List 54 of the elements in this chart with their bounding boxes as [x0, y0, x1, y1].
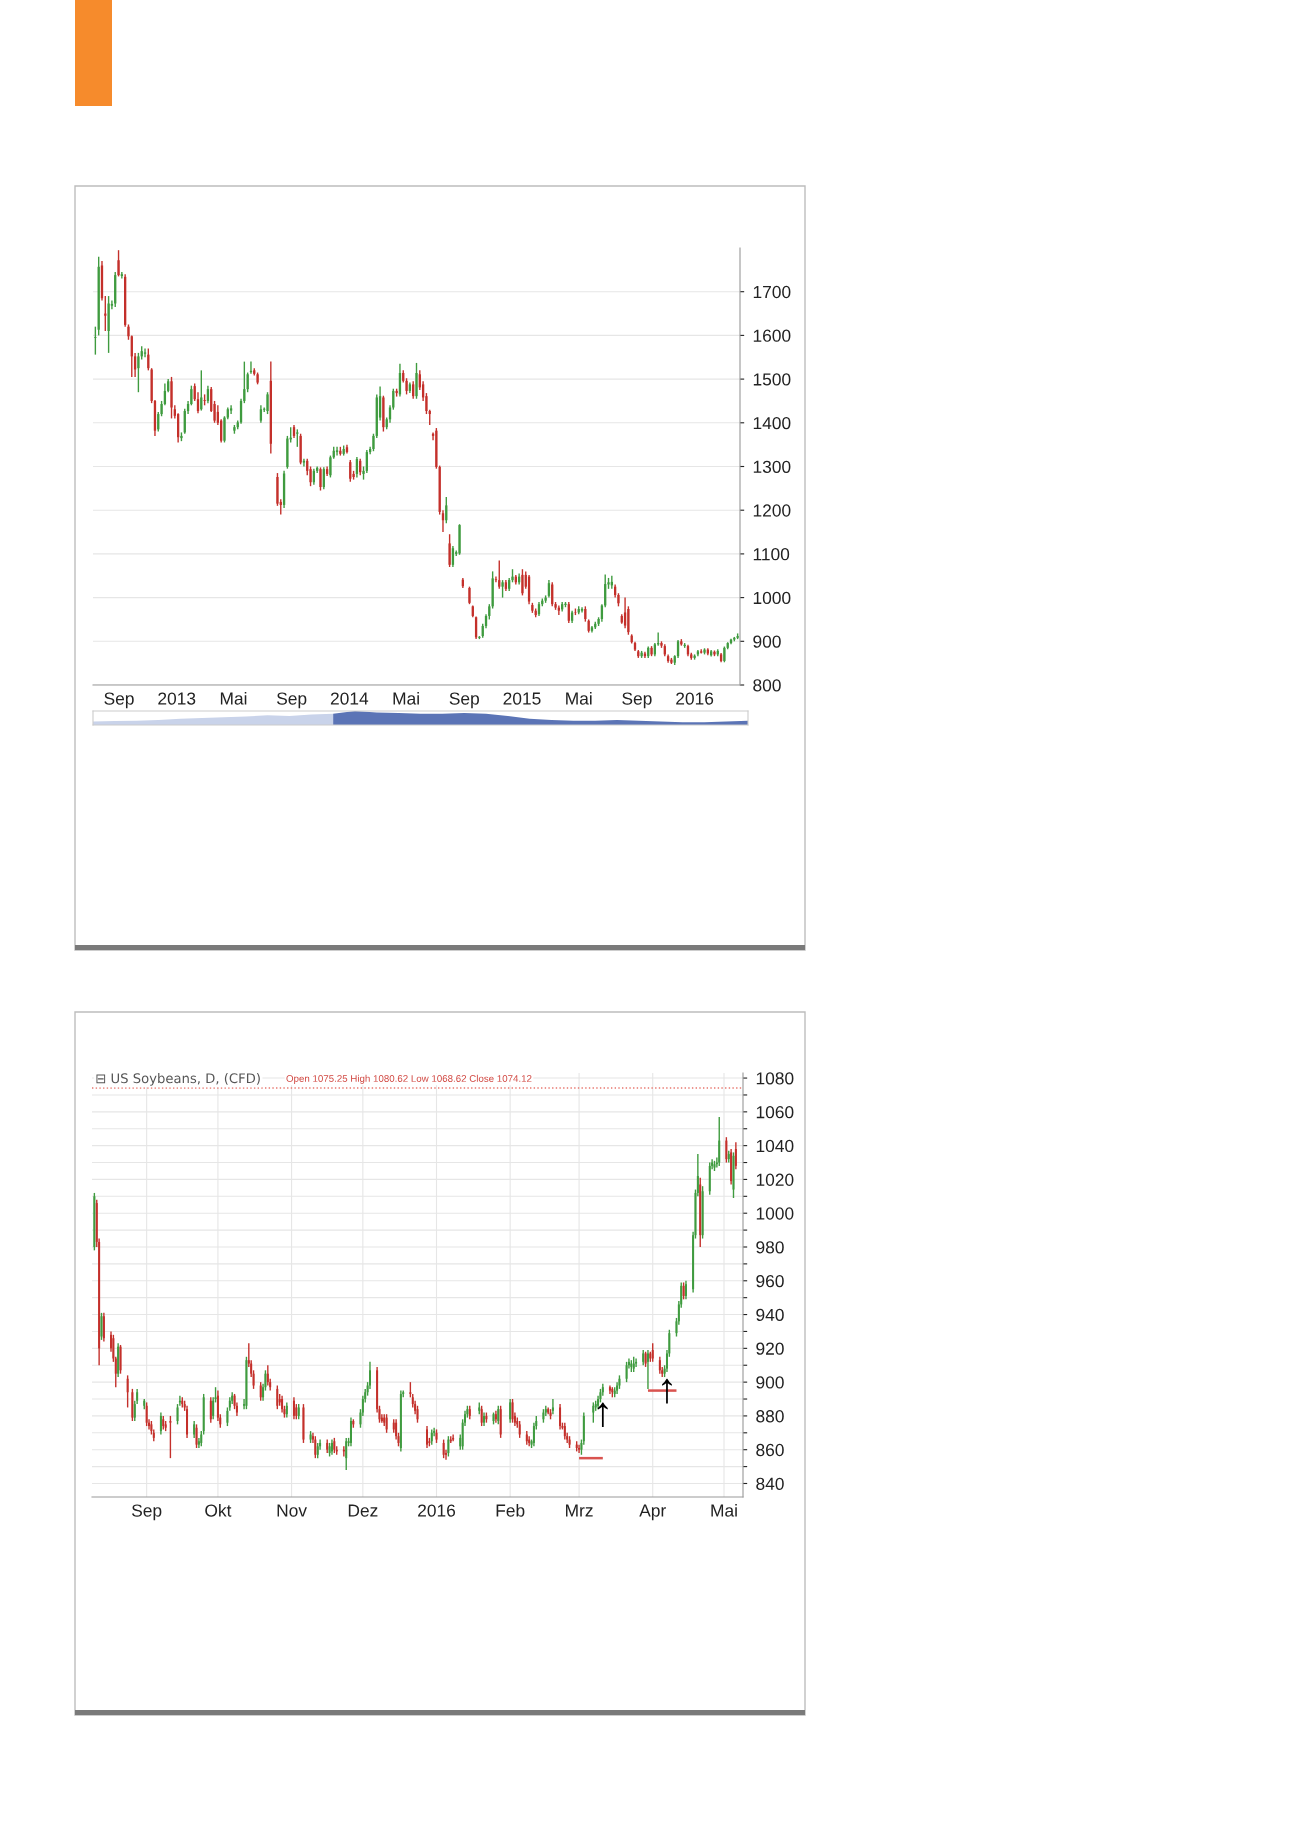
x-tick-label: Feb: [496, 1503, 525, 1517]
annotation: ⊟ US Soybeans, D, (CFD): [96, 1072, 260, 1086]
x-tick-label: Sep: [131, 1504, 162, 1521]
x-tick-label: 2015: [503, 692, 541, 705]
candlestick: [94, 325, 97, 356]
y-tick-label: 840: [756, 1477, 784, 1490]
annotation: ↑: [597, 1402, 608, 1428]
x-tick-label: Mai: [393, 691, 419, 705]
y-tick-label: 880: [756, 1410, 784, 1423]
y-tick-label: 1100: [753, 548, 790, 561]
x-tick-label: Mrz: [566, 1504, 593, 1517]
y-tick-label: 960: [756, 1274, 784, 1288]
y-tick-label: 1060: [756, 1106, 794, 1119]
y-tick-label: 900: [756, 1376, 784, 1389]
candlestick: [233, 424, 236, 435]
x-tick-label: Mai: [566, 691, 592, 705]
x-tick-label: 2013: [158, 692, 196, 705]
candlestick: [203, 393, 206, 407]
y-tick-label: 1500: [753, 373, 791, 386]
y-tick-label: 1080: [756, 1072, 794, 1085]
x-tick-label: 2016: [418, 1504, 456, 1517]
y-tick-label: 980: [756, 1241, 784, 1254]
x-tick-label: 2016: [676, 692, 714, 705]
x-tick-label: Nov: [277, 1504, 307, 1517]
x-tick-label: Okt: [205, 1503, 232, 1517]
y-tick-label: 940: [756, 1308, 784, 1322]
candlestick: [256, 371, 259, 386]
candlestick: [574, 607, 577, 616]
y-tick-label: 1200: [753, 504, 791, 517]
y-tick-label: 1700: [753, 285, 791, 299]
x-tick-label: 2014: [330, 692, 369, 705]
x-tick-label: Mai: [711, 1503, 737, 1517]
y-tick-label: 1000: [756, 1207, 794, 1220]
x-tick-label: Mai: [220, 691, 247, 705]
x-tick-label: Sep: [622, 692, 652, 709]
x-tick-label: Dez: [348, 1504, 378, 1517]
x-tick-label: Sep: [449, 692, 479, 709]
y-tick-label: 860: [756, 1443, 784, 1457]
y-tick-label: 1020: [756, 1173, 794, 1186]
x-tick-label: Sep: [276, 692, 307, 709]
y-tick-label: 1000: [753, 591, 791, 605]
y-tick-label: 920: [756, 1342, 784, 1355]
annotation: Open 1075.25 High 1080.62 Low 1068.62 Close 1074.12: [286, 1074, 532, 1084]
y-tick-label: 800: [753, 679, 781, 692]
candlestick: [736, 632, 739, 640]
x-tick-label: Apr: [639, 1504, 666, 1521]
candlestick: [501, 579, 504, 599]
candlestick: [531, 602, 534, 614]
y-tick-label: 1040: [756, 1139, 794, 1153]
y-tick-label: 1300: [753, 460, 791, 473]
y-tick-label: 1400: [753, 416, 791, 430]
x-tick-label: Sep: [104, 692, 134, 709]
y-tick-label: 900: [753, 635, 781, 648]
y-tick-label: 1600: [753, 329, 791, 342]
